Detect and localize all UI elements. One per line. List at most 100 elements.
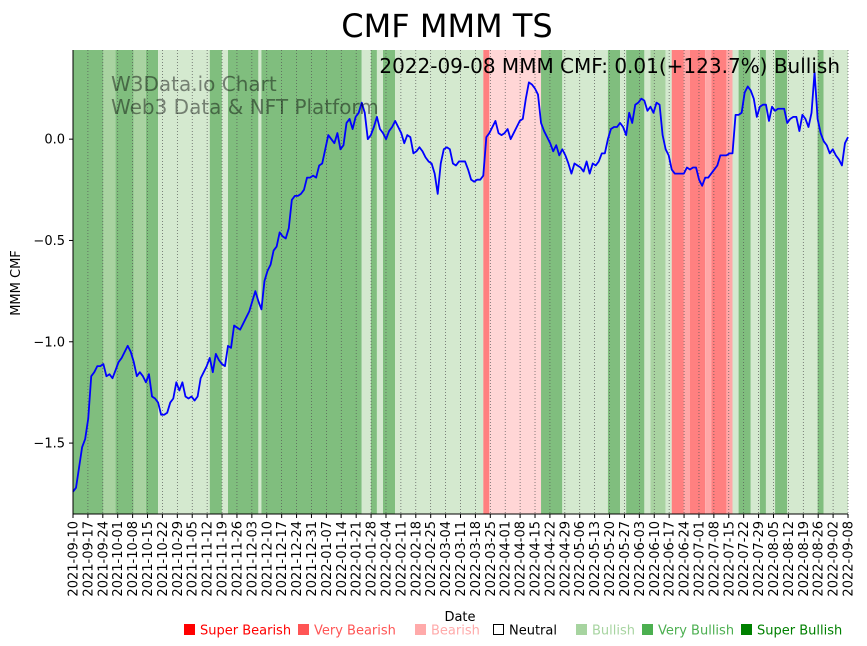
legend-swatch [298,624,309,635]
x-tick-label: 2021-10-01 [111,521,126,597]
legend: Super Bearish Very Bearish Bearish Neutral B… [184,624,842,639]
background-region [823,50,848,514]
background-region [683,50,690,514]
background-region [221,50,228,514]
legend-swatch [741,624,752,635]
legend-label: Very Bearish [314,624,396,639]
background-region [115,50,134,514]
x-tick-label: 2022-09-02 [827,521,842,597]
background-region [665,50,672,514]
y-tick-label: −1.5 [33,437,65,452]
x-tick-label: 2022-05-13 [588,521,603,597]
x-tick-label: 2021-12-17 [275,521,290,597]
background-region [209,50,222,514]
x-tick-label: 2022-02-18 [409,521,424,597]
series-line-group [72,71,849,493]
legend-label: Super Bearish [200,624,291,639]
legend-label: Super Bullish [757,624,842,639]
background-region [765,50,776,514]
x-tick-label: 2022-04-29 [558,521,573,597]
background-region [620,50,627,514]
x-tick-label: 2022-05-06 [573,521,588,597]
watermark-line-1: W3Data.io Chart [111,72,277,96]
background-region [361,50,371,514]
x-tick-label: 2022-09-08 [842,521,857,597]
x-tick-label: 2022-04-15 [529,521,544,597]
x-tick-label: 2021-12-03 [245,521,260,597]
x-tick-label: 2022-04-22 [543,521,558,597]
x-tick-label: 2022-08-26 [812,521,827,597]
y-tick-label: −1.0 [33,335,65,350]
x-tick-label: 2021-10-15 [141,521,156,597]
background-region [483,50,490,514]
x-tick-label: 2021-11-26 [230,521,245,597]
x-tick-label: 2022-03-11 [454,521,469,597]
background-region [133,50,146,514]
x-tick-label: 2022-03-18 [469,521,484,597]
x-tick-label: 2022-05-20 [603,521,618,597]
watermark-line-2: Web3 Data & NFT Platform [111,95,379,119]
background-region [562,50,608,514]
background-region [103,50,116,514]
background-region [650,50,666,514]
background-region [489,50,542,514]
background-region [759,50,766,514]
background-region [787,50,818,514]
x-ticks: 2021-09-10 2021-09-17 2021-09-24 2021-10-01… [67,514,857,597]
x-tick-label: 2021-12-31 [305,521,320,597]
chart-title: CMF MMM TS [341,7,552,45]
legend-label: Bullish [592,624,635,639]
x-tick-label: 2022-02-04 [379,521,394,597]
background-region [644,50,651,514]
x-tick-label: 2022-08-19 [797,521,812,597]
x-tick-label: 2022-06-10 [648,521,663,597]
background-region [689,50,706,514]
background-region [732,50,739,514]
x-tick-label: 2022-02-25 [424,521,439,597]
background-region [258,50,262,514]
x-tick-label: 2022-07-15 [722,521,737,597]
background-region [671,50,684,514]
legend-swatch [576,624,587,635]
x-tick-label: 2022-04-01 [499,521,514,597]
x-tick-label: 2022-03-25 [484,521,499,597]
x-tick-label: 2022-01-14 [335,521,350,597]
x-tick-label: 2022-06-03 [633,521,648,597]
legend-label: Very Bullish [658,624,734,639]
x-tick-label: 2022-07-01 [692,521,707,597]
x-tick-label: 2021-10-22 [156,521,171,597]
x-tick-label: 2022-03-04 [439,521,454,597]
background-region [395,50,484,514]
legend-swatch [184,624,195,635]
background-region [738,50,751,514]
background-region [228,50,259,514]
x-tick-label: 2021-12-10 [260,521,275,597]
legend-swatch [642,624,653,635]
background-region [376,50,383,514]
background-region [541,50,563,514]
background-region [158,50,210,514]
x-tick-label: 2021-11-12 [201,521,216,597]
x-tick-label: 2022-07-22 [737,521,752,597]
x-tick-label: 2021-09-17 [81,521,96,597]
x-tick-label: 2022-06-24 [678,521,693,597]
background-region [607,50,621,514]
x-tick-label: 2022-07-29 [752,521,767,597]
x-tick-label: 2022-01-28 [365,521,380,597]
x-axis-label: Date [444,610,475,625]
background-region [726,50,733,514]
legend-swatch [493,624,504,635]
x-tick-label: 2022-02-11 [394,521,409,597]
legend-swatch [415,624,426,635]
legend-label: Neutral [509,624,557,639]
background-region [750,50,760,514]
x-tick-label: 2021-11-19 [216,521,231,597]
x-tick-label: 2022-04-08 [514,521,529,597]
series-line [72,71,849,493]
vertical-gridlines [72,50,849,514]
x-tick-label: 2021-10-08 [126,521,141,597]
background-region [817,50,824,514]
background-region [626,50,645,514]
background-region [711,50,727,514]
